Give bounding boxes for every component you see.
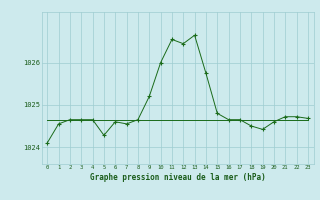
X-axis label: Graphe pression niveau de la mer (hPa): Graphe pression niveau de la mer (hPa) bbox=[90, 173, 266, 182]
